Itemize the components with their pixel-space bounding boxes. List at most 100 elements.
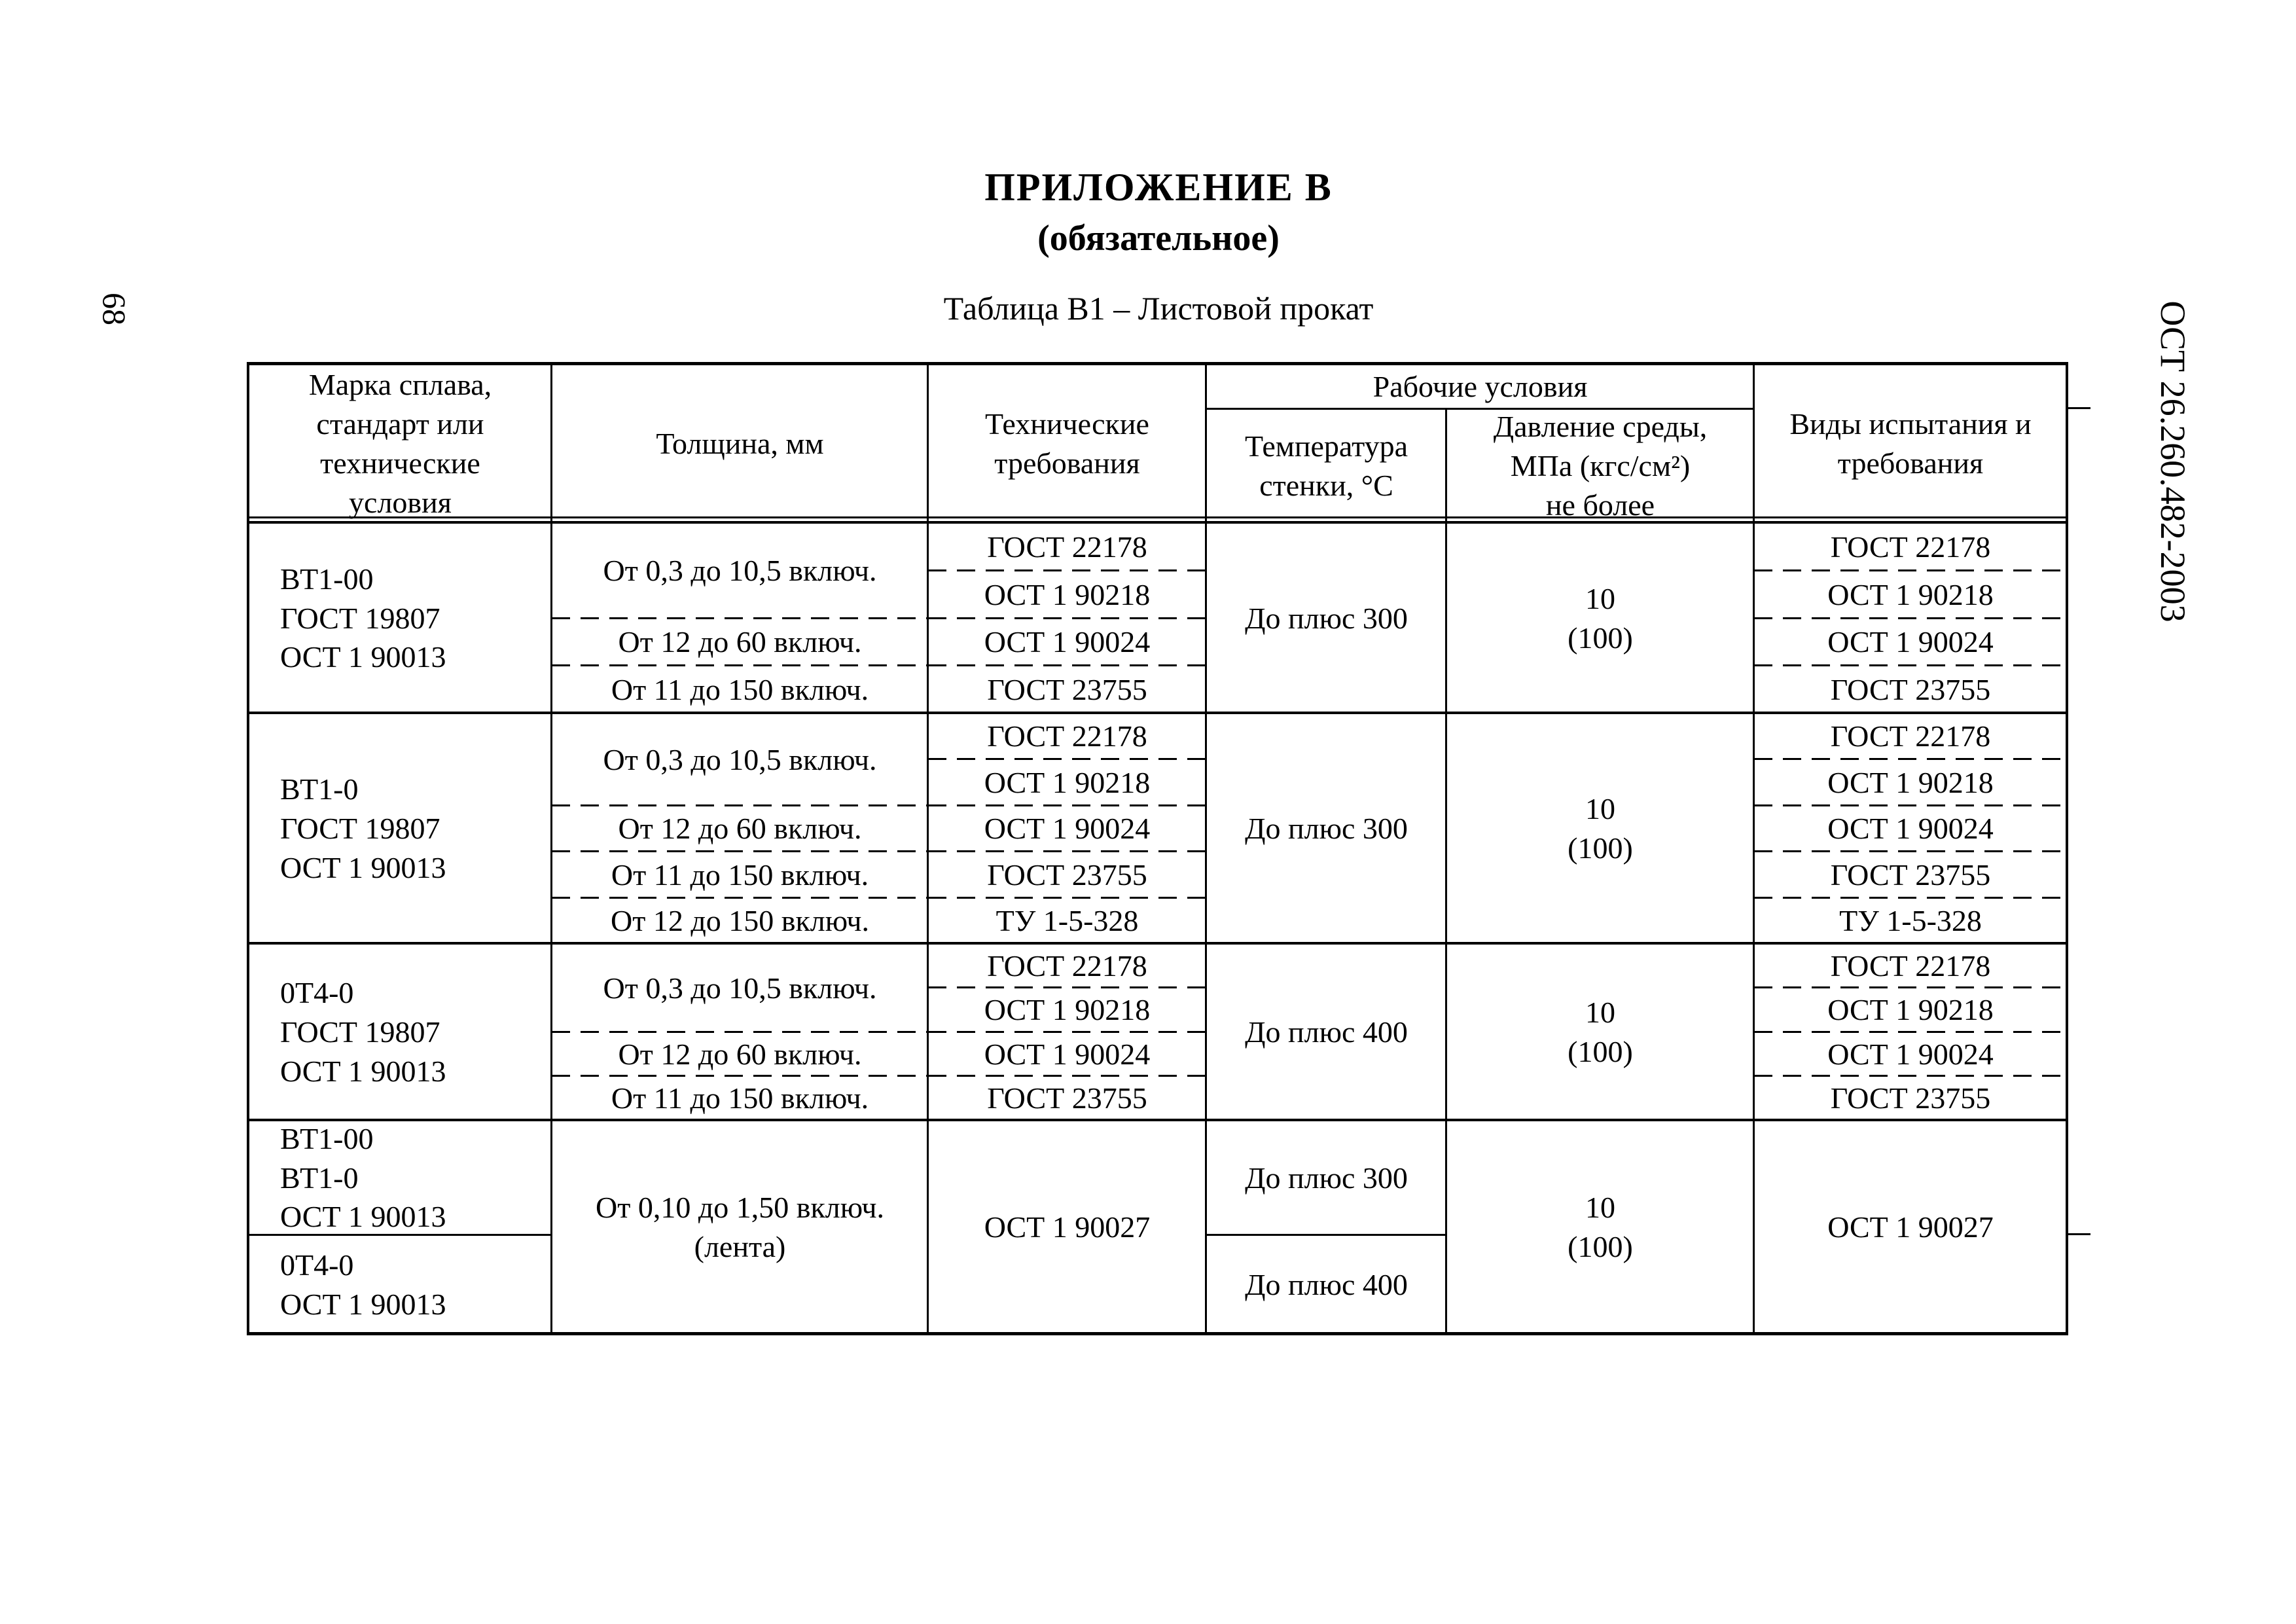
appendix-title: ПРИЛОЖЕНИЕ В: [984, 166, 1333, 209]
row1-thickness-1: От 0,3 до 10,5 включ.: [603, 554, 877, 588]
row3-tech-2: ОСТ 1 90218: [984, 993, 1151, 1027]
row4-grade-split-line: [249, 1234, 550, 1236]
row4-pressure: 10 (100): [1568, 1191, 1633, 1263]
column-divider: [1205, 363, 1207, 1334]
row4-grade-top: ВТ1-00 ВТ1-0 ОСТ 1 90013: [280, 1121, 446, 1234]
subrow-divider: [552, 1031, 927, 1033]
column-divider: [927, 363, 929, 1334]
subrow-divider: [1754, 986, 2066, 988]
header-tech-requirements: Технические требования: [985, 407, 1149, 480]
subrow-divider: [928, 617, 1205, 619]
subrow-divider: [552, 804, 927, 806]
subrow-divider: [928, 897, 1205, 899]
column-divider: [1753, 363, 1755, 1334]
header-medium-pressure: Давление среды, МПа (кгс/см²) не более: [1493, 410, 1708, 522]
row4-temperature-split-line: [1206, 1234, 1445, 1236]
row1-temperature: До плюс 300: [1245, 601, 1408, 635]
scan-artifact-tick: [2067, 1233, 2090, 1235]
row1-tests-4: ГОСТ 23755: [1830, 672, 1991, 706]
subrow-divider: [552, 850, 927, 852]
subrow-divider: [1754, 804, 2066, 806]
row3-tech-3: ОСТ 1 90024: [984, 1037, 1151, 1071]
row1-tests-3: ОСТ 1 90024: [1827, 625, 1994, 659]
row4-tests: ОСТ 1 90027: [1827, 1210, 1994, 1244]
row2-tests-3: ОСТ 1 90024: [1827, 812, 1994, 846]
row2-thickness-3: От 11 до 150 включ.: [611, 857, 869, 892]
row1-tech-1: ГОСТ 22178: [987, 530, 1147, 564]
row3-thickness-1: От 0,3 до 10,5 включ.: [603, 971, 877, 1005]
subrow-divider: [928, 1031, 1205, 1033]
table-caption: Таблица В1 – Листовой прокат: [943, 290, 1374, 327]
row2-tech-2: ОСТ 1 90218: [984, 765, 1151, 799]
row3-pressure: 10 (100): [1568, 996, 1633, 1068]
working-conditions-divider: [1205, 408, 1754, 410]
row3-tech-1: ГОСТ 22178: [987, 948, 1147, 983]
header-bottom-line: [247, 516, 2068, 518]
row1-tests-1: ГОСТ 22178: [1830, 530, 1991, 564]
subrow-divider: [552, 1075, 927, 1077]
row3-grade: 0Т4-0 ГОСТ 19807 ОСТ 1 90013: [280, 976, 446, 1088]
row2-tests-2: ОСТ 1 90218: [1827, 765, 1994, 799]
subrow-divider: [1754, 758, 2066, 760]
subrow-divider: [1754, 850, 2066, 852]
row3-tests-3: ОСТ 1 90024: [1827, 1037, 1994, 1071]
subrow-divider: [1754, 1031, 2066, 1033]
header-thickness: Толщина, мм: [656, 427, 824, 461]
row2-tests-4: ГОСТ 23755: [1830, 857, 1991, 892]
subrow-divider: [552, 897, 927, 899]
subrow-divider: [1754, 1075, 2066, 1077]
row2-tests-1: ГОСТ 22178: [1830, 719, 1991, 753]
column-divider: [550, 363, 552, 1334]
subrow-divider: [928, 850, 1205, 852]
subrow-divider: [1754, 897, 2066, 899]
appendix-note: (обязательное): [1037, 218, 1280, 259]
row2-tests-5: ТУ 1-5-328: [1839, 904, 1982, 938]
row3-tech-4: ГОСТ 23755: [987, 1081, 1147, 1115]
row2-tech-1: ГОСТ 22178: [987, 719, 1147, 753]
row2-temperature: До плюс 300: [1245, 812, 1408, 846]
header-wall-temperature: Температура стенки, °С: [1244, 429, 1408, 502]
row3-thickness-2: От 12 до 60 включ.: [618, 1037, 862, 1071]
row3-thickness-3: От 11 до 150 включ.: [611, 1081, 869, 1115]
row-divider: [247, 942, 2068, 945]
row4-temperature-bottom: До плюс 400: [1245, 1267, 1408, 1301]
row4-thickness: От 0,10 до 1,50 включ. (лента): [596, 1191, 884, 1263]
row1-thickness-2: От 12 до 60 включ.: [618, 625, 862, 659]
row1-tests-2: ОСТ 1 90218: [1827, 577, 1994, 611]
subrow-divider: [1754, 569, 2066, 571]
row3-temperature: До плюс 400: [1245, 1015, 1408, 1049]
row1-thickness-3: От 11 до 150 включ.: [611, 672, 869, 706]
header-working-conditions: Рабочие условия: [1372, 370, 1588, 404]
row3-tests-4: ГОСТ 23755: [1830, 1081, 1991, 1115]
page-number: 68: [96, 293, 133, 325]
row4-grade-bottom: 0Т4-0 ОСТ 1 90013: [280, 1248, 446, 1321]
row1-pressure: 10 (100): [1568, 581, 1633, 655]
column-divider: [1445, 409, 1447, 1334]
subrow-divider: [928, 569, 1205, 571]
row2-thickness-2: От 12 до 60 включ.: [618, 812, 862, 846]
header-bottom-line: [247, 521, 2068, 524]
row4-tech: ОСТ 1 90027: [984, 1210, 1151, 1244]
row2-tech-5: ТУ 1-5-328: [996, 904, 1139, 938]
row2-grade: ВТ1-0 ГОСТ 19807 ОСТ 1 90013: [280, 772, 446, 884]
row2-tech-3: ОСТ 1 90024: [984, 812, 1151, 846]
row3-tests-1: ГОСТ 22178: [1830, 948, 1991, 983]
row-divider: [247, 712, 2068, 714]
header-grade: Марка сплава, стандарт или технические у…: [308, 368, 492, 519]
table-border-bottom: [247, 1332, 2068, 1335]
row4-temperature-top: До плюс 300: [1245, 1161, 1408, 1195]
header-test-types: Виды испытания и требования: [1789, 407, 2032, 480]
table-border-top: [247, 362, 2068, 365]
subrow-divider: [1754, 664, 2066, 666]
row2-tech-4: ГОСТ 23755: [987, 857, 1147, 892]
subrow-divider: [552, 664, 927, 666]
table-border-right: [2066, 363, 2068, 1334]
row1-grade: ВТ1-00 ГОСТ 19807 ОСТ 1 90013: [280, 562, 446, 674]
row1-tech-3: ОСТ 1 90024: [984, 625, 1151, 659]
row2-thickness-1: От 0,3 до 10,5 включ.: [603, 742, 877, 776]
subrow-divider: [928, 664, 1205, 666]
scan-artifact-tick: [2067, 407, 2090, 409]
row1-tech-4: ГОСТ 23755: [987, 672, 1147, 706]
subrow-divider: [928, 986, 1205, 988]
